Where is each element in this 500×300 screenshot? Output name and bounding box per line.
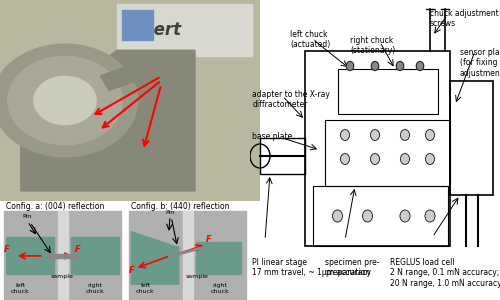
Circle shape	[396, 61, 404, 70]
Circle shape	[8, 56, 122, 145]
Circle shape	[400, 154, 409, 164]
Circle shape	[400, 130, 409, 140]
Text: chuck adjustment
screws: chuck adjustment screws	[430, 9, 499, 28]
Circle shape	[400, 210, 410, 222]
Circle shape	[370, 154, 380, 164]
Bar	[305, 51, 450, 246]
Circle shape	[34, 76, 96, 124]
Text: adapter to the X-ray
diffractometer: adapter to the X-ray diffractometer	[252, 90, 330, 110]
Bar	[58, 211, 68, 300]
Circle shape	[370, 130, 380, 140]
Bar	[48, 254, 78, 258]
Bar	[117, 4, 252, 56]
Bar	[312, 186, 448, 246]
Circle shape	[0, 44, 138, 157]
Bar	[122, 10, 154, 40]
Text: X'Pert: X'Pert	[125, 21, 182, 39]
Bar	[72, 237, 119, 274]
Bar	[338, 69, 438, 114]
Circle shape	[340, 154, 349, 164]
Circle shape	[332, 210, 342, 222]
Circle shape	[426, 130, 434, 140]
Bar	[129, 211, 246, 300]
Text: F: F	[206, 235, 212, 244]
Polygon shape	[131, 232, 179, 284]
Bar	[450, 81, 492, 195]
Text: right
chuck: right chuck	[210, 283, 230, 294]
Text: left
chuck: left chuck	[10, 283, 29, 294]
Text: specimen pre-
preparation: specimen pre- preparation	[325, 258, 380, 278]
Text: REGLUS load cell
2 N range, 0.1 mN accuracy;
20 N range, 1.0 mN accuracy: REGLUS load cell 2 N range, 0.1 mN accur…	[390, 258, 500, 288]
Text: right chuck
(stationary): right chuck (stationary)	[350, 36, 395, 56]
Text: left chuck
(actuated): left chuck (actuated)	[290, 30, 330, 50]
Bar	[196, 242, 241, 274]
Text: sensor plate
(for fixing and
adjustment): sensor plate (for fixing and adjustment)	[460, 48, 500, 78]
Text: base plate: base plate	[252, 132, 293, 141]
Text: Config. b: (440) reflection: Config. b: (440) reflection	[131, 202, 230, 211]
Text: Pin: Pin	[22, 214, 32, 219]
Circle shape	[426, 154, 434, 164]
Text: sample: sample	[186, 274, 209, 279]
Bar	[100, 55, 168, 90]
Polygon shape	[21, 50, 195, 191]
Bar	[182, 211, 192, 300]
Circle shape	[340, 130, 349, 140]
Bar	[325, 120, 450, 186]
Circle shape	[425, 210, 435, 222]
Text: Config. a: (004) reflection: Config. a: (004) reflection	[6, 202, 104, 211]
Circle shape	[362, 210, 372, 222]
Bar	[260, 138, 305, 174]
Text: F: F	[75, 245, 81, 254]
Circle shape	[346, 61, 354, 70]
Text: sample: sample	[51, 274, 74, 279]
Text: PI linear stage
17 mm travel, ~ 1μm accuracy: PI linear stage 17 mm travel, ~ 1μm accu…	[252, 258, 372, 278]
Circle shape	[416, 61, 424, 70]
Bar	[4, 211, 121, 300]
Text: F: F	[129, 266, 134, 275]
Text: Pin: Pin	[165, 210, 174, 215]
Bar	[6, 237, 54, 274]
Circle shape	[371, 61, 379, 70]
Text: F: F	[4, 245, 10, 254]
Text: left
chuck: left chuck	[136, 283, 154, 294]
Text: right
chuck: right chuck	[86, 283, 104, 294]
